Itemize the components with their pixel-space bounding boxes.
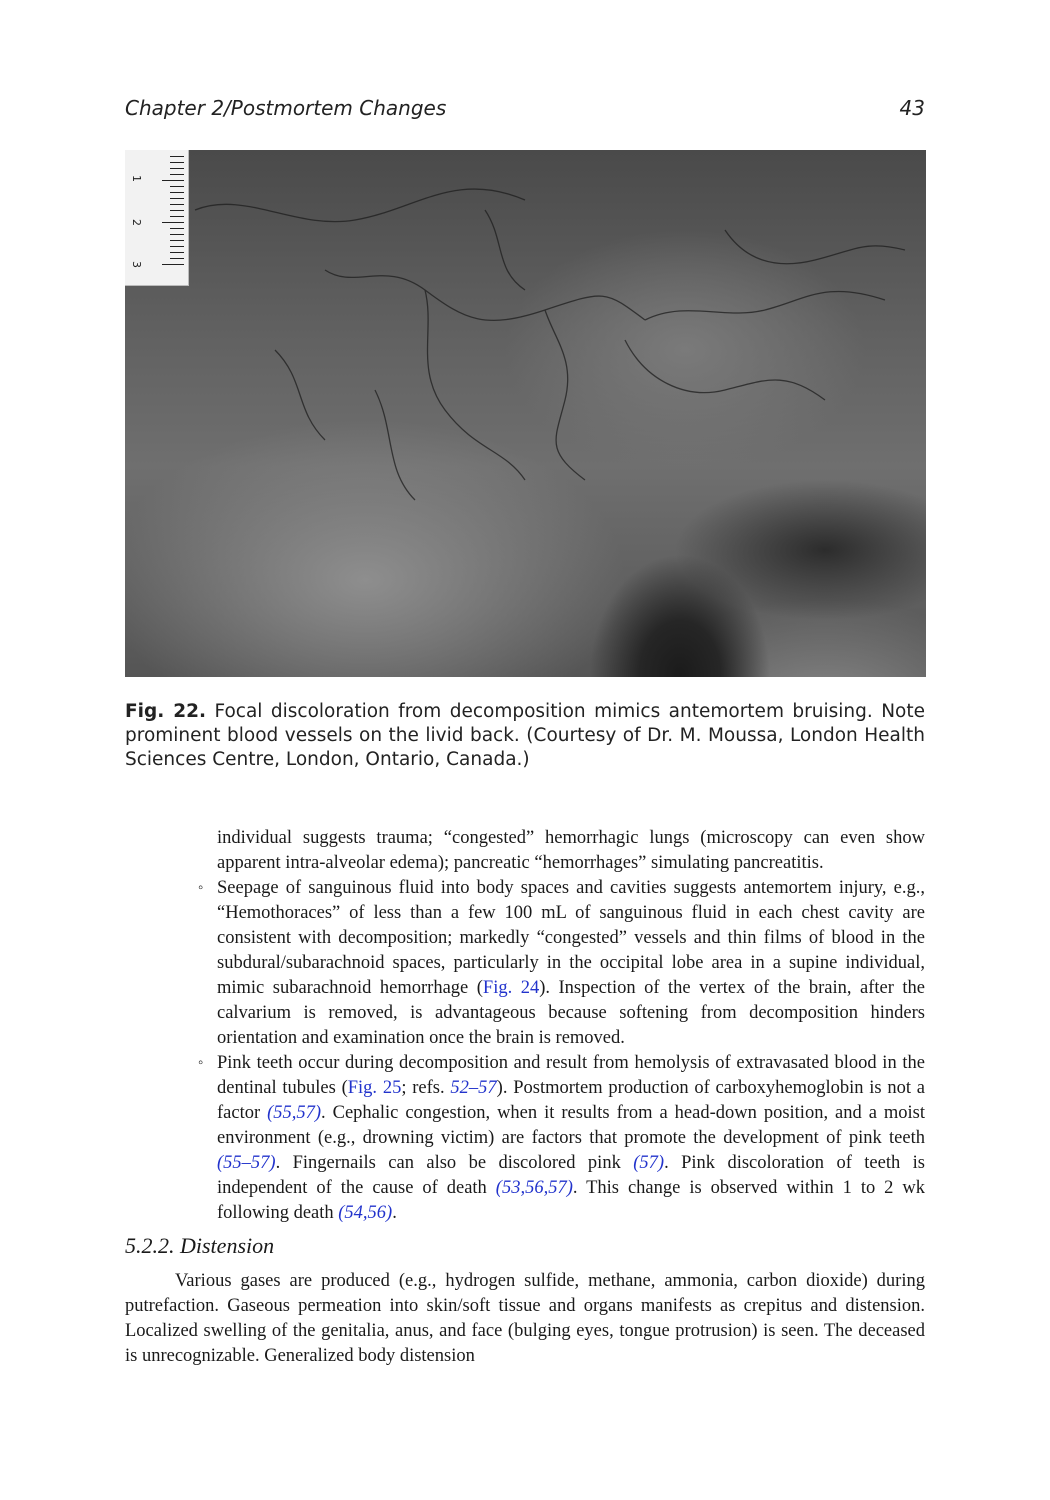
continuation-text: individual suggests trauma; “congested” … (217, 828, 925, 873)
figure-photograph: 1 2 3 (125, 150, 926, 677)
chapter-title: Chapter 2/Postmortem Changes (125, 96, 447, 120)
reference-link[interactable]: (55,57) (267, 1103, 322, 1123)
bullet-icon: ◦ (198, 1055, 204, 1071)
scale-ruler: 1 2 3 (125, 150, 189, 286)
reference-link[interactable]: (53,56,57) (495, 1178, 573, 1198)
blood-vessel-pattern (194, 188, 906, 501)
reference-link[interactable]: (55–57) (217, 1153, 276, 1173)
list-item: ◦ Seepage of sanguinous fluid into body s… (198, 878, 925, 1048)
reference-link[interactable]: 52–57 (450, 1078, 497, 1098)
ruler-number: 1 (130, 175, 143, 182)
list-item: ◦ Pink teeth occur during decomposition a… (198, 1053, 926, 1223)
section-paragraph: Various gases are produced (e.g., hydrog… (125, 1271, 925, 1366)
reference-link[interactable]: (54,56) (338, 1203, 393, 1223)
caption-label: Fig. 22. (125, 701, 207, 722)
caption-text: Focal discoloration from decomposition m… (125, 701, 926, 770)
ruler-number: 2 (130, 219, 143, 226)
bullet-icon: ◦ (198, 880, 204, 896)
indented-list-block: individual suggests trauma; “congested” … (198, 826, 926, 1226)
figure-caption: Fig. 22. Focal discoloration from decomp… (125, 700, 925, 772)
ruler-number: 3 (130, 261, 143, 268)
figure-link[interactable]: Fig. 24 (482, 978, 540, 998)
figure-link[interactable]: Fig. 25 (347, 1078, 402, 1098)
section-heading: 5.2.2. Distension (125, 1233, 275, 1258)
page-number: 43 (899, 96, 925, 120)
running-head: Chapter 2/Postmortem Changes 43 (125, 96, 925, 126)
reference-link[interactable]: (57) (633, 1153, 665, 1173)
